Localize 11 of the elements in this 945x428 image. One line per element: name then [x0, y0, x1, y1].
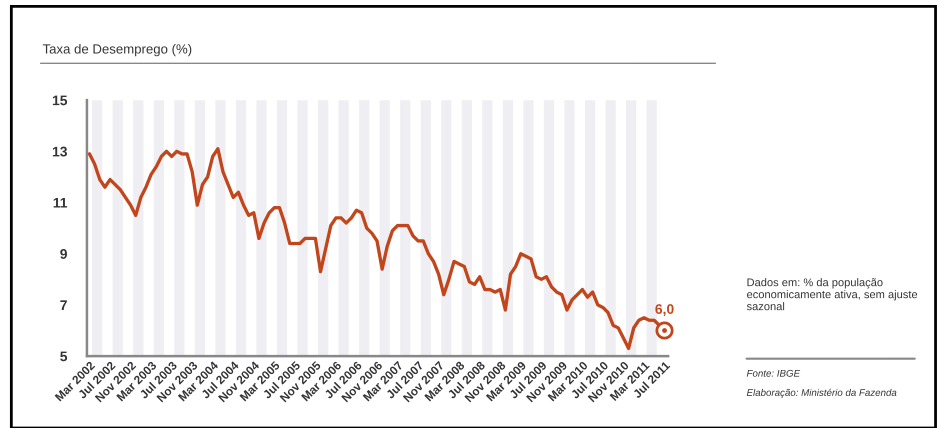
y-tick-label: 11 — [54, 198, 68, 208]
y-tick-label: 13 — [52, 146, 67, 157]
annotation: 6,0 — [655, 304, 674, 316]
y-tick-label: 7 — [60, 300, 67, 310]
text: Elaboração: Ministério da Fazenda — [746, 388, 896, 398]
source-note: Fonte: IBGE — [746, 370, 800, 377]
y-tick-label: 9 — [60, 249, 67, 259]
y-tick-label: 15 — [52, 96, 68, 106]
text: Dados em: % da população economicamente ativa, sem ajuste sazonal — [746, 278, 918, 310]
chart-title: Taxa de Desemprego (%) — [42, 44, 192, 56]
y-tick-label: 5 — [60, 352, 68, 362]
